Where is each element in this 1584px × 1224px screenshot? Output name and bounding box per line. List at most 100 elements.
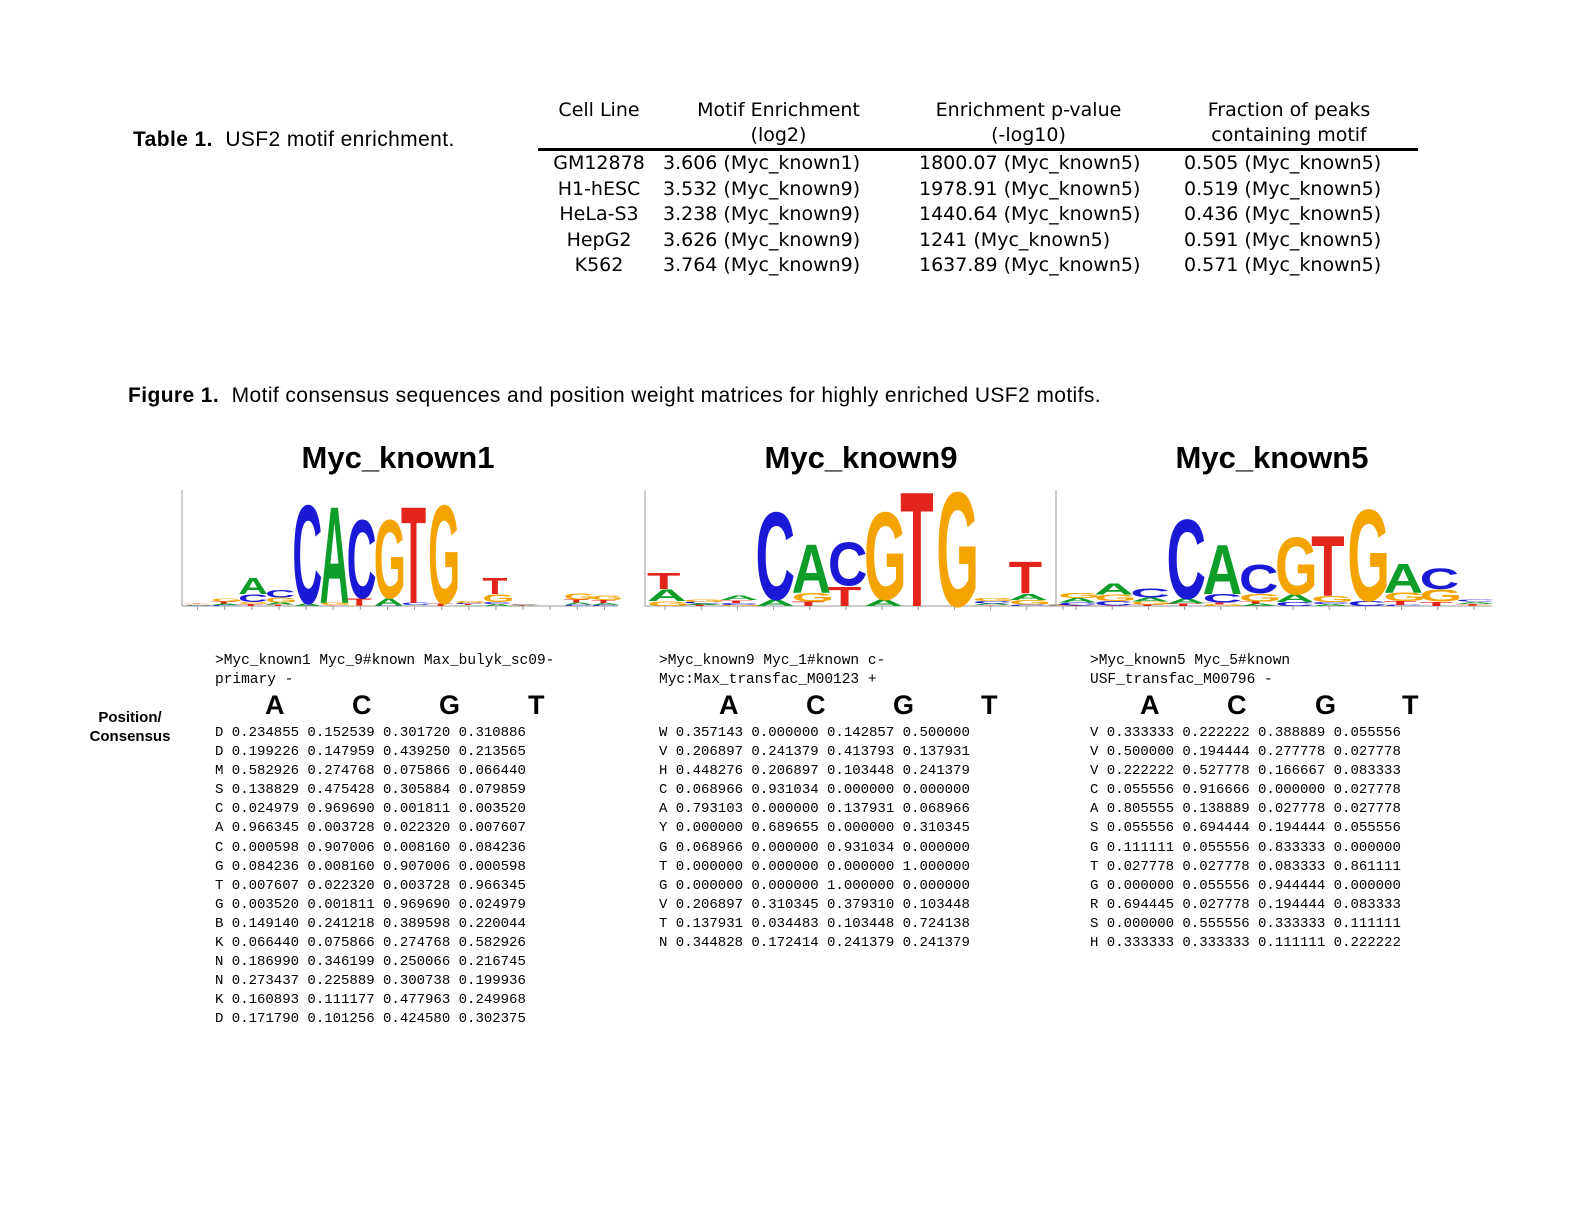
logo-letter-g: G bbox=[428, 486, 460, 626]
pwm-row: N 0.186990 0.346199 0.250066 0.216745 bbox=[215, 954, 526, 971]
pwm-row: V 0.333333 0.222222 0.388889 0.055556 bbox=[1090, 725, 1401, 741]
column-head-a: A bbox=[265, 690, 285, 720]
pwm-row: V 0.500000 0.194444 0.277778 0.027778 bbox=[1090, 744, 1401, 761]
motif-header-line: primary - bbox=[215, 672, 294, 688]
logo-letter-a: A bbox=[184, 605, 214, 606]
logo-letter-t: T bbox=[455, 604, 480, 606]
pwm-row: C 0.024979 0.969690 0.001811 0.003520 bbox=[215, 801, 526, 818]
logo-letter-c: C bbox=[1384, 605, 1424, 607]
motif-title: Myc_known5 bbox=[1175, 440, 1369, 475]
logo-letter-a: A bbox=[401, 605, 431, 606]
logo-letter-t: T bbox=[1167, 603, 1201, 607]
cell-line: GM12878 bbox=[553, 152, 645, 174]
pwm-row: R 0.694445 0.027778 0.194444 0.083333 bbox=[1090, 896, 1401, 913]
logo-letter-a: A bbox=[1167, 598, 1207, 606]
pwm-row: S 0.055556 0.694444 0.194444 0.055556 bbox=[1090, 820, 1401, 837]
logo-letter-c: C bbox=[482, 601, 512, 604]
logo-letter-c: C bbox=[1311, 602, 1351, 605]
logo-letter-c: C bbox=[1009, 604, 1049, 606]
logo-letter-g: G bbox=[1009, 599, 1052, 606]
pwm-row: W 0.357143 0.000000 0.142857 0.500000 bbox=[659, 725, 970, 741]
pwm-row: A 0.793103 0.000000 0.137931 0.068966 bbox=[659, 801, 970, 818]
logo-letter-t: T bbox=[265, 604, 290, 606]
logo-letter-g: G bbox=[1203, 604, 1246, 607]
logo-letter-c: C bbox=[1275, 601, 1315, 607]
logo-letter-t: T bbox=[510, 605, 535, 606]
logo-letter-t: T bbox=[1384, 600, 1418, 606]
figure-label: Figure 1. bbox=[128, 384, 220, 407]
pwm-row: A 0.805555 0.138889 0.027778 0.027778 bbox=[1090, 801, 1401, 818]
logo-letter-a: A bbox=[564, 602, 594, 605]
logo-letter-t: T bbox=[1239, 601, 1273, 605]
logo-letter-c: C bbox=[184, 605, 214, 606]
logo-letter-g: G bbox=[1456, 605, 1499, 606]
logo-letter-t: T bbox=[683, 605, 717, 606]
logo-letter-c: C bbox=[828, 530, 868, 599]
table-row: GM12878 3.606 (Myc_known1) 1800.07 (Myc_… bbox=[538, 150, 1418, 177]
logo-letter-g: G bbox=[973, 597, 1016, 602]
matrix-column-heads: A C G T bbox=[1090, 690, 1502, 724]
logo-letter-t: T bbox=[719, 600, 753, 604]
pwm-row: G 0.111111 0.055556 0.833333 0.000000 bbox=[1090, 839, 1401, 856]
pwm-matrix: W 0.357143 0.000000 0.142857 0.500000 V 0… bbox=[659, 724, 1091, 953]
logo-letter-a: A bbox=[792, 531, 832, 609]
logo-letter-c: C bbox=[1094, 600, 1134, 607]
header-fraction-peaks: Fraction of peaks containing motif bbox=[1160, 98, 1418, 151]
motif-title: Myc_known9 bbox=[764, 440, 958, 475]
logo-letter-a: A bbox=[1058, 597, 1098, 604]
logo-letter-t: T bbox=[1456, 604, 1490, 606]
logo-letter-a: A bbox=[482, 604, 512, 607]
logo-letter-g: G bbox=[1045, 605, 1088, 606]
header-cell-line: Cell Line bbox=[538, 98, 660, 151]
logo-letter-t: T bbox=[320, 605, 345, 606]
logo-axis bbox=[181, 490, 618, 607]
logo-letter-a: A bbox=[1045, 603, 1085, 604]
logo-letter-t: T bbox=[347, 596, 372, 607]
table-header-row: Cell Line Motif Enrichment (log2) Enrichm… bbox=[538, 98, 1418, 151]
pvalue-value: 1440.64 (Myc_known5) bbox=[919, 203, 1141, 225]
pvalue-value: 1800.07 (Myc_known5) bbox=[919, 152, 1141, 174]
logo-letter-g: G bbox=[1094, 593, 1137, 603]
pwm-row: S 0.138829 0.475428 0.305884 0.079859 bbox=[215, 782, 526, 799]
column-head-c: C bbox=[1227, 690, 1247, 720]
logo-letter-c: C bbox=[1239, 557, 1279, 602]
logo-letter-a: A bbox=[1384, 556, 1424, 602]
logo-letter-c: C bbox=[374, 605, 404, 606]
pwm-matrix: V 0.333333 0.222222 0.388889 0.055556 V 0… bbox=[1090, 724, 1502, 953]
motif-header-line: >Myc_known9 Myc_1#known c- bbox=[659, 653, 886, 669]
enrichment-table: Cell Line Motif Enrichment (log2) Enrichm… bbox=[538, 98, 1418, 279]
logo-letter-c: C bbox=[973, 600, 1013, 604]
pwm-row: G 0.000000 0.055556 0.944444 0.000000 bbox=[1090, 877, 1401, 894]
logo-letter-g: G bbox=[647, 600, 690, 607]
logo-letter-g: G bbox=[719, 605, 762, 607]
logo-letter-a: A bbox=[265, 602, 295, 606]
motif-title: Myc_known1 bbox=[301, 440, 495, 475]
pwm-row: D 0.234855 0.152539 0.301720 0.310886 bbox=[215, 725, 526, 741]
logo-letter-c: C bbox=[564, 604, 594, 606]
logo-letter-g: G bbox=[184, 604, 216, 605]
logo-letter-g: G bbox=[936, 486, 979, 626]
logo-letter-c: C bbox=[211, 605, 241, 607]
logo-letter-a: A bbox=[1456, 601, 1496, 604]
pwm-row: K 0.066440 0.075866 0.274768 0.582926 bbox=[215, 935, 526, 952]
table-row: H1-hESC 3.532 (Myc_known9) 1978.91 (Myc_… bbox=[538, 177, 1418, 203]
pwm-row: B 0.149140 0.241218 0.389598 0.220044 bbox=[215, 915, 526, 932]
logo-letter-c: C bbox=[1203, 592, 1243, 605]
logo-letter-c: C bbox=[265, 588, 295, 600]
pwm-row: M 0.582926 0.274768 0.075866 0.066440 bbox=[215, 763, 526, 780]
matrix-column-heads: A C G T bbox=[659, 690, 1091, 724]
cell-line: HepG2 bbox=[566, 228, 632, 251]
table-row: K562 3.764 (Myc_known9) 1637.89 (Myc_kno… bbox=[538, 253, 1418, 279]
fraction-value: 0.436 (Myc_known5) bbox=[1184, 203, 1382, 225]
pwm-row: N 0.273437 0.225889 0.300738 0.199936 bbox=[215, 973, 526, 990]
cell-line: H1-hESC bbox=[557, 177, 641, 200]
logo-letter-t: T bbox=[1009, 553, 1043, 603]
motif-enrichment-value: 3.238 (Myc_known9) bbox=[663, 203, 861, 225]
logo-axis bbox=[644, 490, 1081, 607]
logo-letter-g: G bbox=[1420, 586, 1463, 606]
logo-letter-t: T bbox=[1203, 602, 1237, 605]
